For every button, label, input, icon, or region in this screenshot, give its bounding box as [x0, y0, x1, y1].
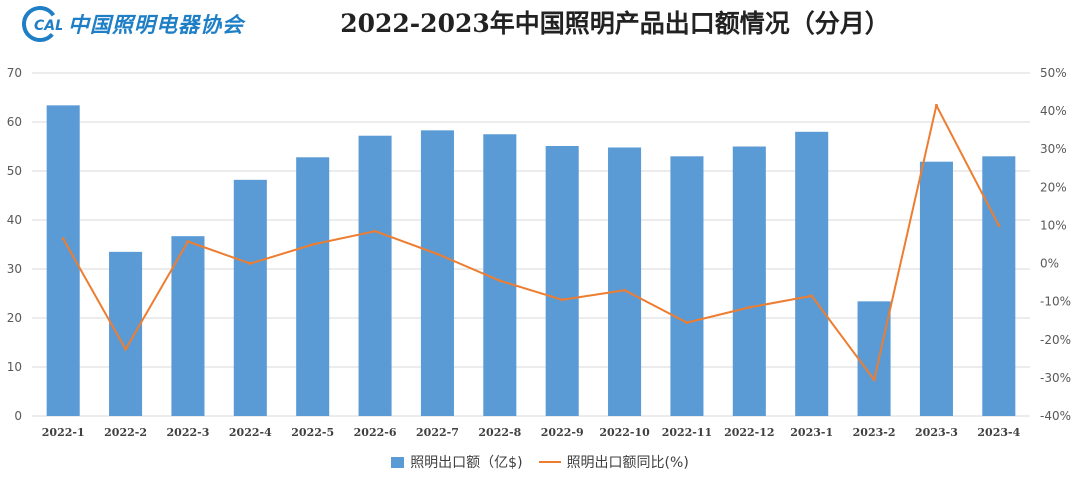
- line-point: [872, 378, 876, 382]
- x-axis-tick: 2022-10: [599, 426, 650, 439]
- bar: [420, 130, 454, 416]
- line-point: [373, 229, 377, 233]
- right-axis-tick: -10%: [1040, 295, 1071, 309]
- logo-mark-icon: CALI: [22, 6, 62, 42]
- line-point: [560, 298, 564, 302]
- line-point: [124, 347, 128, 351]
- right-axis-tick: 50%: [1040, 66, 1067, 80]
- x-axis-tick: 2022-3: [167, 426, 210, 439]
- logo-text: 中国照明电器协会: [68, 12, 244, 37]
- line-point: [623, 288, 627, 292]
- chart-title: 2022-2023年中国照明产品出口额情况（分月）: [340, 9, 890, 38]
- line-point: [685, 321, 689, 325]
- yoy-line: [62, 104, 1000, 381]
- line-point: [311, 243, 315, 246]
- legend-label-bar: 照明出口额（亿$): [410, 455, 523, 471]
- bar: [46, 105, 80, 416]
- right-axis-tick: 30%: [1040, 142, 1067, 156]
- left-axis-tick: 30: [7, 262, 22, 276]
- line-point: [934, 103, 938, 107]
- legend-swatch-line: [538, 461, 561, 463]
- line-point: [498, 279, 502, 283]
- x-axis-tick: 2023-4: [977, 426, 1020, 439]
- x-axis-tick: 2022-1: [42, 426, 85, 439]
- right-axis-tick: -30%: [1040, 371, 1071, 385]
- right-axis-tick: -40%: [1040, 409, 1071, 423]
- left-axis-tick: 60: [7, 115, 22, 129]
- x-axis-tick: 2022-9: [541, 426, 584, 439]
- line-point: [186, 239, 190, 243]
- x-axis-tick: 2023-1: [790, 426, 833, 439]
- left-axis-tick: 0: [14, 409, 22, 423]
- legend-item-bar: 照明出口额（亿$): [391, 452, 523, 472]
- bar: [857, 301, 891, 416]
- x-axis-tick: 2022-4: [229, 426, 272, 439]
- right-axis-tick: 10%: [1040, 218, 1067, 232]
- bar: [358, 135, 392, 416]
- right-axis-tick: 0%: [1040, 257, 1059, 271]
- svg-text:CALI: CALI: [34, 18, 62, 34]
- line-series: [61, 103, 1001, 382]
- bar: [670, 156, 704, 417]
- x-axis-tick: 2022-5: [291, 426, 334, 439]
- bar: [233, 179, 267, 416]
- right-axis-ticks: -40% -30% -20% -10% 0% 10% 20% 30% 40% 50%: [1040, 66, 1071, 423]
- line-point: [997, 223, 1001, 227]
- bar: [919, 161, 953, 416]
- x-axis-tick: 2022-6: [354, 426, 397, 439]
- line-point: [747, 305, 751, 309]
- bar: [608, 147, 642, 417]
- legend: 照明出口额（亿$) 照明出口额同比(%): [0, 452, 1080, 472]
- bar: [545, 146, 579, 416]
- x-axis-ticks: 2022-1 2022-2 2022-3 2022-4 2022-5 2022-6 2022…: [42, 426, 1021, 439]
- bar: [982, 156, 1016, 417]
- legend-swatch-bar: [391, 456, 405, 468]
- line-point: [248, 262, 252, 266]
- bar: [795, 131, 829, 417]
- x-axis-tick: 2022-2: [104, 426, 147, 439]
- right-axis-tick: 40%: [1040, 104, 1067, 118]
- bar: [109, 251, 143, 416]
- x-axis-tick: 2022-11: [662, 426, 713, 439]
- chart-title-container: 2022-2023年中国照明产品出口额情况（分月）: [0, 4, 1080, 40]
- bar-series: [46, 105, 1016, 417]
- x-axis-tick: 2023-3: [915, 426, 958, 439]
- left-axis-tick: 50: [7, 164, 22, 178]
- line-point: [810, 294, 814, 298]
- x-axis-tick: 2022-7: [416, 426, 459, 439]
- left-axis-tick: 20: [7, 311, 22, 325]
- legend-item-line: 照明出口额同比(%): [538, 452, 689, 472]
- left-axis-tick: 40: [7, 213, 22, 227]
- line-point: [61, 237, 65, 241]
- right-axis-tick: -20%: [1040, 333, 1071, 347]
- x-axis-tick: 2023-2: [853, 426, 896, 439]
- logo: CALI 中国照明电器协会: [22, 6, 244, 42]
- bar: [732, 146, 766, 416]
- bar: [171, 236, 205, 416]
- line-point: [435, 252, 439, 256]
- left-axis-tick: 10: [7, 360, 22, 374]
- x-axis-tick: 2022-8: [478, 426, 521, 439]
- legend-label-line: 照明出口额同比(%): [566, 455, 689, 471]
- left-axis-ticks: 0 10 20 30 40 50 60 70: [7, 66, 22, 423]
- left-axis-tick: 70: [7, 66, 22, 80]
- right-axis-tick: 20%: [1040, 180, 1067, 194]
- bar: [296, 157, 330, 416]
- x-axis-tick: 2022-12: [724, 426, 775, 439]
